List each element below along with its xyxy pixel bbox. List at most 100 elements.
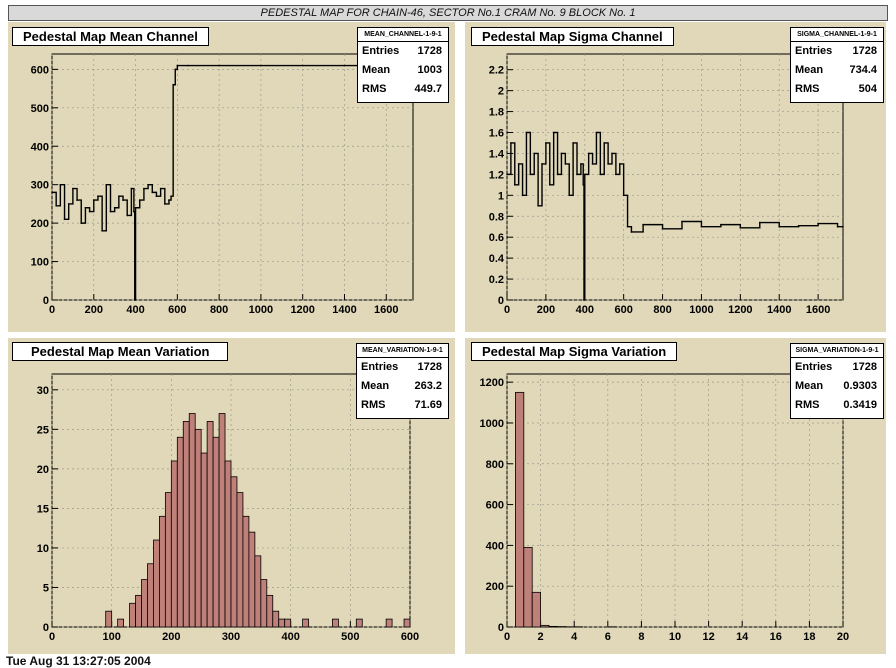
stats-box-sigma-channel: SIGMA_CHANNEL-1-9-1 Entries 1728 Mean 734.… xyxy=(790,27,884,103)
hist-bar xyxy=(284,618,292,628)
x-tick-label: 400 xyxy=(281,631,299,643)
x-tick-label: 1400 xyxy=(332,304,356,316)
data-point xyxy=(661,228,664,230)
y-tick-label: 2 xyxy=(498,86,504,98)
data-point xyxy=(126,214,129,217)
x-tick-label: 0 xyxy=(504,304,510,316)
hist-bar xyxy=(158,515,166,628)
data-point xyxy=(758,221,761,224)
x-tick-label: 1600 xyxy=(806,304,830,316)
data-point xyxy=(143,187,145,190)
y-tick-label: 1200 xyxy=(480,377,504,389)
x-tick-label: 0 xyxy=(504,631,510,643)
data-point xyxy=(529,173,532,176)
x-tick-label: 1200 xyxy=(290,304,314,316)
data-point xyxy=(105,183,108,186)
data-point xyxy=(133,299,136,301)
x-tick-label: 800 xyxy=(210,304,228,316)
data-point xyxy=(568,194,571,197)
hist-bar xyxy=(236,492,244,628)
data-point xyxy=(618,163,621,165)
data-point xyxy=(55,205,57,207)
data-point xyxy=(583,299,585,301)
data-point xyxy=(842,225,844,228)
data-point xyxy=(797,224,800,227)
data-point xyxy=(537,204,539,207)
x-tick-label: 300 xyxy=(222,631,240,643)
data-point xyxy=(113,206,116,209)
stats-rms-label: RMS xyxy=(361,399,386,411)
data-point xyxy=(611,152,613,155)
series-line xyxy=(507,131,843,301)
x-tick-label: 1000 xyxy=(689,304,713,316)
hist-bar xyxy=(194,428,202,628)
data-point xyxy=(134,206,137,209)
footer-timestamp: Tue Aug 31 13:27:05 2004 xyxy=(6,654,151,668)
y-tick-label: 400 xyxy=(31,141,49,153)
x-tick-label: 600 xyxy=(168,304,186,316)
hist-bar xyxy=(206,421,214,628)
x-tick-label: 14 xyxy=(736,631,749,643)
y-tick-label: 1.4 xyxy=(489,148,505,160)
y-tick-label: 0 xyxy=(498,295,504,307)
data-point xyxy=(109,210,112,213)
stats-rms-label: RMS xyxy=(795,83,820,95)
data-point xyxy=(599,173,602,176)
y-tick-label: 200 xyxy=(486,581,504,593)
data-point xyxy=(260,64,262,67)
y-tick-label: 600 xyxy=(486,500,504,512)
data-point xyxy=(67,203,70,205)
data-point xyxy=(133,210,135,213)
stats-name: MEAN_VARIATION-1-9-1 xyxy=(357,344,448,358)
data-point xyxy=(525,131,528,134)
data-point xyxy=(101,230,103,232)
hist-bar xyxy=(278,618,286,628)
x-tick-label: 400 xyxy=(126,304,144,316)
data-point xyxy=(510,142,512,144)
pad-sigma-variation: 0 2 4 6 8 10 12 14 16 18 20 0 200 400 600 800 1000 1200 P… xyxy=(465,338,886,654)
y-tick-label: 1.6 xyxy=(489,128,504,140)
x-tick-label: 6 xyxy=(605,631,611,643)
y-tick-label: 0.2 xyxy=(489,274,504,286)
data-point xyxy=(572,142,574,144)
y-tick-label: 200 xyxy=(31,218,49,230)
stats-rms-label: RMS xyxy=(795,399,820,411)
data-point xyxy=(533,152,536,155)
x-tick-label: 400 xyxy=(576,304,594,316)
hist-bar xyxy=(141,579,148,628)
x-tick-label: 1200 xyxy=(728,304,752,316)
data-point xyxy=(595,131,598,134)
hist-bar xyxy=(385,618,393,628)
hist-bar xyxy=(242,515,250,628)
data-point xyxy=(642,223,644,226)
y-tick-label: 400 xyxy=(486,540,504,552)
hist-bar xyxy=(272,610,280,628)
plot-frame xyxy=(506,53,844,301)
hist-bar xyxy=(105,610,113,628)
data-point xyxy=(301,64,304,67)
x-tick-label: 4 xyxy=(571,631,578,643)
hist-bar xyxy=(515,391,525,628)
chart-mean-variation: 0 100 200 300 400 500 600 0 5 10 15 20 25 30 xyxy=(37,373,419,643)
hist-bar xyxy=(135,594,142,628)
data-point xyxy=(607,163,609,165)
y-tick-label: 0 xyxy=(43,295,49,307)
hist-bar xyxy=(200,452,208,628)
data-point xyxy=(517,163,520,165)
y-tick-label: 5 xyxy=(43,582,49,594)
page-title: PEDESTAL MAP FOR CHAIN-46, SECTOR No.1 C… xyxy=(8,5,888,21)
data-point xyxy=(630,231,633,233)
data-point xyxy=(51,191,53,194)
y-tick-label: 0.8 xyxy=(489,211,504,223)
data-point xyxy=(836,225,839,228)
data-point xyxy=(580,163,582,165)
x-tick-label: 20 xyxy=(837,631,849,643)
y-tick-label: 1.2 xyxy=(489,169,504,181)
data-point xyxy=(681,220,683,223)
y-tick-label: 800 xyxy=(486,459,504,471)
hist-bar xyxy=(224,460,232,628)
data-point xyxy=(155,195,158,198)
hist-bar xyxy=(355,618,363,628)
x-tick-label: 500 xyxy=(341,631,359,643)
x-tick-label: 200 xyxy=(85,304,103,316)
